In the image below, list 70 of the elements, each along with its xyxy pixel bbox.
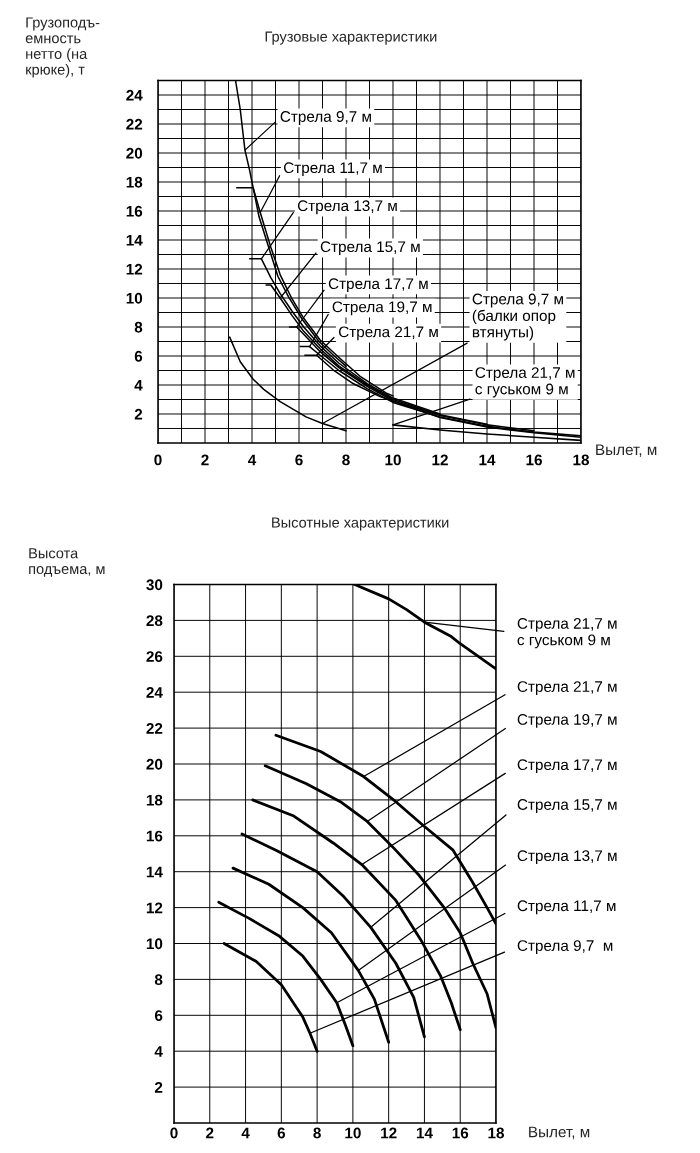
- y-tick-label: 12: [146, 902, 163, 914]
- chart-title: Высотные характеристики: [272, 517, 449, 531]
- y-tick-label: 22: [126, 118, 143, 130]
- y-tick-label: 26: [146, 651, 163, 662]
- y-tick-label: 2: [134, 408, 143, 420]
- x-axis-title: Вылет, м: [596, 444, 657, 457]
- x-tick-label: 4: [247, 454, 257, 466]
- text: Стрела 11,7 м: [283, 162, 382, 177]
- y-tick-label: 6: [134, 350, 143, 362]
- x-tick-label: 6: [295, 454, 303, 466]
- y-tick-label: 20: [126, 147, 143, 159]
- text: Стрела 15,7 м: [517, 799, 617, 813]
- x-tick-label: 12: [432, 454, 448, 466]
- x-tick-label: 14: [416, 1127, 433, 1139]
- x-tick-label: 18: [488, 1127, 505, 1139]
- y-tick-label: 10: [126, 292, 143, 304]
- y-tick-label: 24: [146, 687, 163, 698]
- y-tick-label: 8: [154, 974, 163, 986]
- text: Стрела 9,7 м (балки опор втянуты): [472, 293, 563, 341]
- text: Стрела 13,7 м: [517, 850, 617, 865]
- text: Стрела 21,7 м с гуськом 9 м: [475, 367, 575, 398]
- x-tick-label: 12: [381, 1127, 397, 1139]
- text: Стрела 17,7 м: [328, 278, 428, 293]
- text: Стрела 13,7 м: [297, 200, 397, 215]
- y-tick-label: 28: [146, 615, 163, 627]
- text: Стрела 21,7 м: [517, 681, 617, 696]
- x-tick-label: 18: [573, 454, 590, 466]
- y-tick-label: 4: [134, 380, 143, 391]
- x-tick-label: 0: [170, 1127, 178, 1139]
- y-axis-title: Грузоподъ- емность нетто (на крюке), т: [25, 17, 100, 78]
- x-axis-title: Вылет, м: [529, 1126, 590, 1140]
- text: Стрела 19,7 м: [517, 714, 617, 728]
- y-tick-label: 16: [146, 830, 163, 842]
- x-tick-label: 8: [313, 1127, 321, 1139]
- y-axis-title: Высота подъема, м: [29, 548, 105, 577]
- x-tick-label: 10: [385, 454, 401, 466]
- text: Стрела 17,7 м: [517, 759, 617, 774]
- x-tick-label: 4: [241, 1127, 250, 1139]
- x-tick-label: 8: [342, 454, 350, 466]
- text: Стрела 15,7 м: [320, 241, 420, 256]
- text: Стрела 9,7 м: [517, 940, 613, 955]
- y-tick-label: 20: [146, 758, 163, 770]
- y-tick-label: 6: [154, 1010, 163, 1021]
- y-tick-label: 30: [146, 579, 163, 591]
- x-tick-label: 14: [479, 454, 496, 466]
- series-label: Стрела 21,7 м: [338, 326, 438, 341]
- y-tick-label: 16: [126, 205, 143, 217]
- y-tick-label: 14: [126, 235, 143, 246]
- y-tick-label: 22: [146, 722, 163, 734]
- x-tick-label: 16: [526, 454, 542, 466]
- y-tick-label: 2: [154, 1081, 163, 1093]
- x-tick-label: 2: [206, 1127, 214, 1139]
- y-tick-label: 18: [146, 794, 163, 806]
- text: Стрела 9,7 м: [280, 111, 371, 125]
- text: Стрела 19,7 м: [332, 301, 432, 316]
- y-tick-label: 4: [154, 1046, 163, 1057]
- x-tick-label: 16: [452, 1127, 469, 1139]
- text: Стрела 11,7 м: [517, 900, 616, 915]
- series-label: Стрела 21,7 м с гуськом 9 м: [517, 618, 617, 649]
- chart-title: Грузовые характеристики: [265, 31, 437, 45]
- y-tick-label: 24: [126, 89, 143, 101]
- x-tick-label: 6: [277, 1127, 286, 1139]
- y-tick-label: 14: [146, 866, 163, 878]
- y-tick-label: 8: [134, 321, 143, 333]
- y-tick-label: 10: [146, 938, 163, 950]
- x-tick-label: 10: [345, 1127, 361, 1139]
- x-tick-label: 2: [201, 454, 209, 466]
- y-tick-label: 12: [126, 263, 143, 275]
- y-tick-label: 18: [126, 176, 143, 188]
- x-tick-label: 0: [154, 454, 162, 466]
